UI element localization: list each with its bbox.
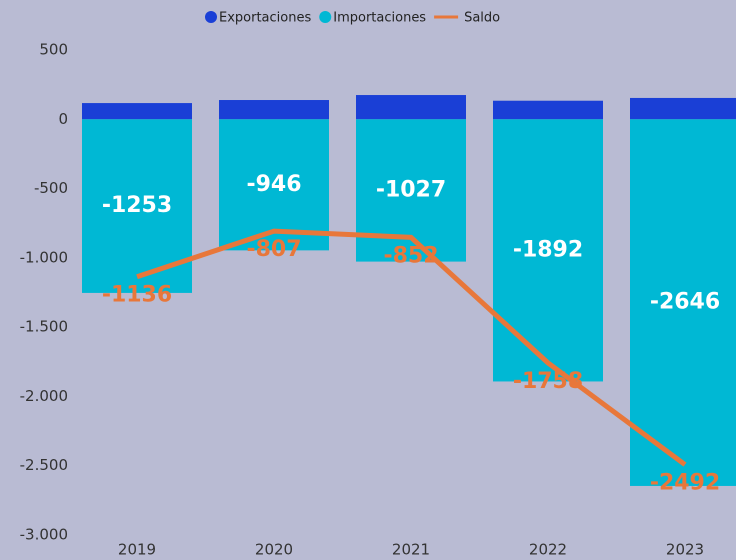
data-label: -807 (246, 237, 301, 262)
bar (493, 100, 603, 120)
data-label: -1136 (102, 283, 172, 308)
bar (493, 119, 603, 382)
legend-label: Importaciones (333, 11, 426, 26)
bar (219, 119, 329, 251)
x-tick-label: 2023 (666, 541, 704, 559)
bar (82, 103, 192, 120)
x-tick-label: 2022 (529, 541, 567, 559)
line (136, 228, 687, 467)
bar (630, 97, 736, 120)
y-tick-label: -2.500 (20, 456, 68, 474)
x-tick-label: 2019 (118, 541, 156, 559)
bar (630, 119, 736, 486)
legend-label: Saldo (464, 11, 500, 26)
bar (356, 95, 466, 120)
data-label: -852 (383, 243, 438, 268)
data-label: -946 (246, 172, 301, 197)
y-tick-label: -3.000 (20, 526, 68, 544)
bar (219, 100, 329, 120)
legend-swatch (319, 11, 332, 23)
legend-label: Exportaciones (219, 11, 311, 26)
data-label: -1758 (513, 369, 583, 394)
x-tick-label: 2020 (255, 541, 293, 559)
y-tick-label: -2.000 (20, 387, 68, 405)
data-label: -1253 (102, 193, 172, 218)
y-tick-label: -1.000 (20, 248, 68, 266)
legend-swatch (205, 11, 217, 23)
data-label: -1027 (376, 177, 446, 202)
y-tick-label: -500 (34, 179, 68, 197)
y-tick-label: 500 (39, 41, 68, 59)
y-tick-label: -1.500 (20, 318, 68, 336)
x-tick-label: 2021 (392, 541, 430, 559)
data-label: -1892 (513, 237, 583, 262)
data-label: -2492 (650, 471, 720, 496)
y-tick-label: 0 (58, 110, 68, 128)
data-label: -2646 (650, 290, 720, 315)
